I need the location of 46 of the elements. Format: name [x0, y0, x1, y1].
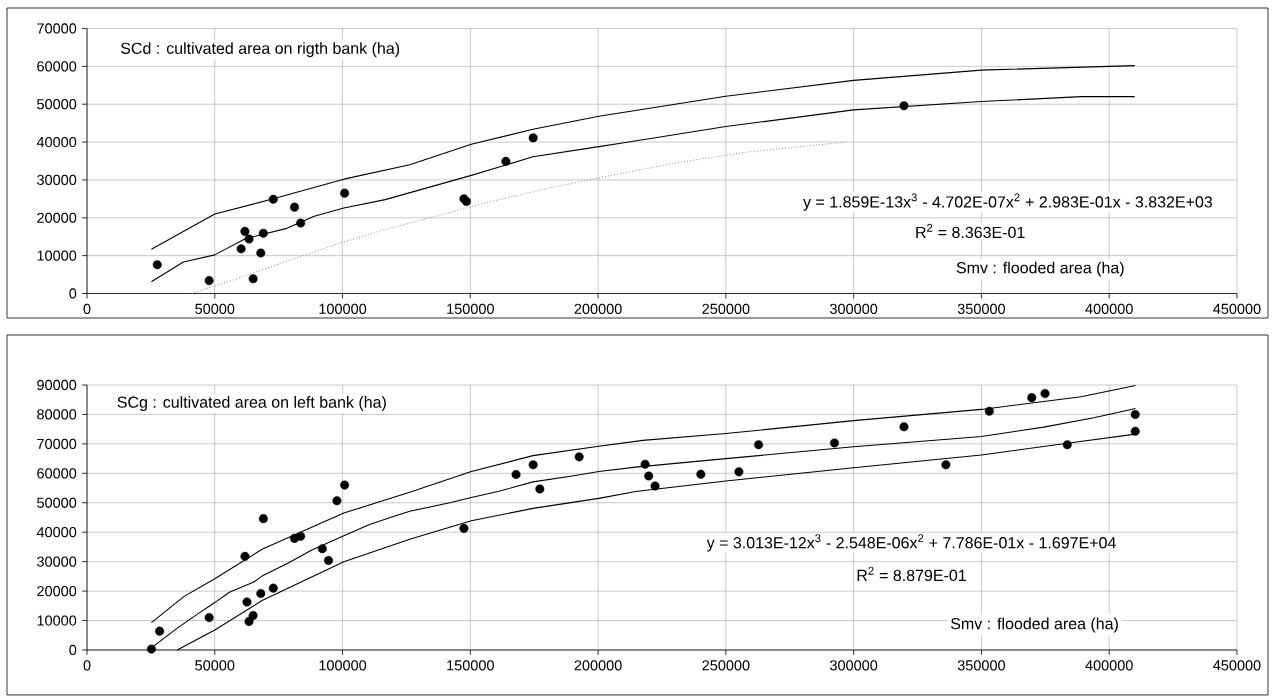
y-tick-label: 60000	[37, 468, 77, 479]
x-tick-label: 100000	[319, 660, 367, 671]
x-tick-label: 150000	[447, 303, 494, 314]
y-tick-label: 10000	[37, 250, 77, 261]
y-tick-label: 50000	[37, 99, 77, 110]
y-tick-label: 10000	[37, 615, 77, 626]
x-tick-label: 450000	[1213, 660, 1261, 671]
y-tick-label: 70000	[37, 23, 77, 34]
x-tick-label: 100000	[319, 303, 367, 314]
x-tick-label: 250000	[702, 303, 750, 314]
y-tick-label: 0	[69, 288, 77, 299]
x-tick-label: 450000	[1213, 303, 1261, 314]
x-tick-label: 50000	[195, 660, 235, 671]
y-tick-label: 40000	[36, 527, 77, 538]
x-tick-label: 50000	[195, 303, 235, 314]
x-tick-label: 300000	[829, 660, 878, 671]
y-tick-label: 20000	[37, 585, 77, 597]
y-axis-title: SCd : cultivated area on rigth bank (ha)	[120, 42, 400, 58]
x-axis-title: Smv : flooded area (ha)	[950, 617, 1118, 633]
annotation: R$^{2}$ = 8.879E-01	[857, 566, 966, 582]
y-tick-label: 50000	[37, 497, 77, 508]
x-tick-label: 400000	[1085, 303, 1133, 314]
y-tick-label: 90000	[37, 379, 77, 391]
y-tick-label: 30000	[37, 174, 77, 186]
y-tick-label: 70000	[37, 438, 77, 450]
x-tick-label: 350000	[957, 660, 1006, 671]
y-tick-label: 60000	[37, 61, 77, 72]
x-tick-label: 200000	[574, 303, 622, 314]
y-tick-label: 20000	[37, 212, 77, 223]
annotation: R$^{2}$ = 8.363E-01	[916, 223, 1025, 239]
y-tick-label: 0	[69, 644, 77, 656]
x-tick-label: 0	[83, 303, 91, 314]
y-tick-label: 80000	[37, 409, 77, 420]
x-tick-label: 350000	[957, 303, 1006, 314]
y-axis-title: SCg : cultivated area on left bank (ha)	[117, 396, 386, 411]
x-tick-label: 200000	[574, 660, 622, 671]
x-tick-label: 400000	[1085, 660, 1133, 671]
x-tick-label: 0	[83, 660, 91, 671]
x-tick-label: 150000	[447, 660, 494, 671]
annotation: y = 1.859E-13x$^{3}$ - 4.702E-07x$^{2}$ + 2.983E-01x - 3.832E+03	[803, 193, 1213, 211]
annotation: y = 3.013E-12x$^{3}$ - 2.548E-06x$^{2}$ + 7.786E-01x - 1.697E+04	[706, 534, 1116, 552]
x-axis-title: Smv : flooded area (ha)	[956, 261, 1124, 277]
y-tick-label: 30000	[37, 556, 77, 567]
y-tick-label: 40000	[36, 136, 77, 148]
x-tick-label: 250000	[702, 660, 750, 671]
x-tick-label: 300000	[829, 303, 878, 314]
